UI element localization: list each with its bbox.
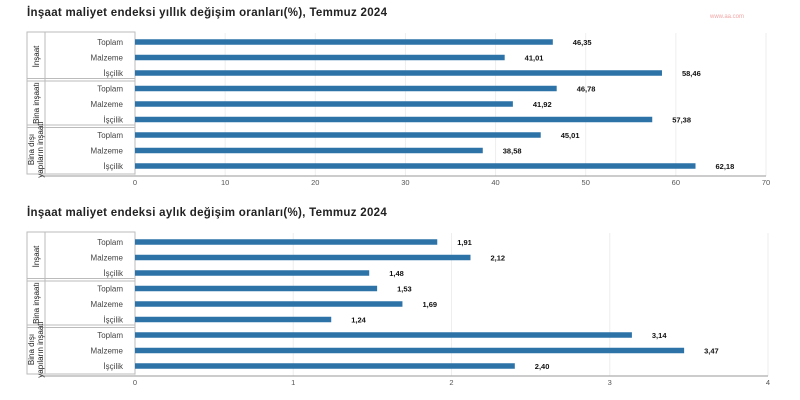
value-label: 1,24 [351, 316, 366, 325]
value-label: 62,18 [716, 162, 735, 171]
monthly-chart-plot: 0 1 2 3 4 İnşaat Toplam 1,91 Malzeme 2,12 İşçilik 1… [26, 231, 770, 387]
x-tick-label: 30 [401, 178, 409, 187]
chart-title: İnşaat maliyet endeksi yıllık değişim or… [27, 7, 388, 19]
x-tick-label: 4 [766, 378, 770, 387]
chart-title: İnşaat maliyet endeksi aylık değişim ora… [27, 207, 388, 219]
bar [135, 54, 505, 61]
value-label: 41,01 [525, 54, 544, 63]
category-label: Toplam [97, 238, 123, 247]
source-watermark: www.aa.com [710, 14, 745, 20]
group-label: İnşaat [32, 45, 41, 68]
x-tick-label: 10 [221, 178, 229, 187]
value-label: 41,92 [533, 100, 552, 109]
value-label: 46,35 [573, 38, 592, 47]
group-label: Bina inşaatı [32, 282, 41, 324]
bar [135, 332, 632, 338]
category-label: İşçilik [103, 116, 124, 125]
x-tick-label: 60 [672, 178, 680, 187]
value-label: 38,58 [503, 147, 522, 156]
category-label: Malzeme [91, 254, 124, 263]
x-tick-label: 1 [291, 378, 295, 387]
category-label: Toplam [97, 285, 123, 294]
category-label: Toplam [97, 85, 123, 94]
value-label: 1,48 [389, 269, 404, 278]
bar [135, 147, 483, 154]
x-tick-label: 3 [608, 378, 612, 387]
bar [135, 39, 553, 45]
x-tick-label: 2 [449, 378, 453, 387]
category-label: İşçilik [103, 162, 124, 171]
x-tick-label: 0 [133, 178, 137, 187]
bar [135, 101, 513, 107]
value-label: 3,47 [704, 347, 719, 356]
value-label: 58,46 [682, 69, 701, 78]
bar [135, 116, 653, 123]
value-label: 1,91 [457, 238, 472, 247]
bar [135, 132, 541, 138]
category-label: İşçilik [103, 269, 124, 278]
annual-chart: İnşaat maliyet endeksi yıllık değişim or… [26, 7, 770, 187]
group-label: Bina dışıyapıların inşaatı [27, 121, 45, 177]
x-tick-label: 50 [582, 178, 590, 187]
category-label: Toplam [97, 131, 123, 140]
bar [135, 285, 378, 292]
category-label: İşçilik [103, 69, 124, 78]
group-label: Bina inşaatı [32, 82, 41, 124]
group-label: Bina dışıyapıların inşaatı [27, 321, 45, 377]
value-label: 1,53 [397, 285, 412, 294]
group-label: İnşaat [32, 245, 41, 268]
x-tick-label: 70 [762, 178, 770, 187]
category-label: Malzeme [91, 300, 124, 309]
category-label: Toplam [97, 331, 123, 340]
bar [135, 163, 696, 169]
category-label: Malzeme [91, 347, 124, 356]
bar [135, 301, 403, 307]
bar [135, 316, 332, 323]
x-tick-label: 20 [311, 178, 319, 187]
value-label: 2,12 [490, 254, 505, 263]
category-label: Malzeme [91, 147, 124, 156]
x-tick-label: 0 [133, 378, 137, 387]
value-label: 1,69 [422, 300, 437, 309]
bar [135, 70, 662, 76]
value-label: 46,78 [577, 85, 596, 94]
bar [135, 85, 557, 92]
bar [135, 270, 370, 276]
category-label: İşçilik [103, 362, 124, 371]
value-label: 2,40 [535, 362, 550, 371]
category-label: Toplam [97, 38, 123, 47]
bar [135, 363, 515, 369]
value-label: 3,14 [652, 331, 667, 340]
category-label: Malzeme [91, 54, 124, 63]
monthly-chart: İnşaat maliyet endeksi aylık değişim ora… [0, 200, 800, 400]
bar [135, 347, 685, 354]
category-label: İşçilik [103, 316, 124, 325]
value-label: 57,38 [672, 116, 691, 125]
value-label: 45,01 [561, 131, 580, 140]
bar [135, 239, 438, 245]
x-tick-label: 40 [491, 178, 499, 187]
annual-chart-plot: 0 10 20 30 40 50 60 70 İnşaat Toplam 46,35 Malzeme 4… [26, 31, 770, 187]
bar [135, 254, 471, 261]
category-label: Malzeme [91, 100, 124, 109]
